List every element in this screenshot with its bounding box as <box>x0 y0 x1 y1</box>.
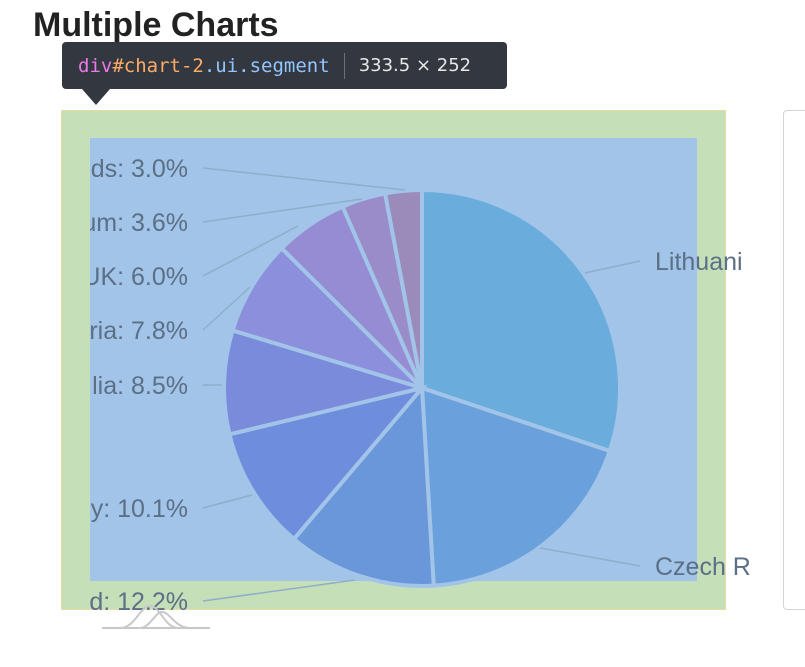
pie-slice[interactable] <box>222 327 430 437</box>
slice-label: UK: 6.0% <box>82 263 188 291</box>
label-leader-line <box>202 286 251 331</box>
label-leader-line <box>202 579 356 602</box>
label-leader-line <box>584 260 641 274</box>
pie-slice[interactable] <box>227 384 428 542</box>
pie-slice[interactable] <box>382 187 424 389</box>
slice-label: d: 12.2% <box>89 588 188 616</box>
label-leader-line <box>202 494 253 509</box>
slice-label: ds: 3.0% <box>91 155 188 183</box>
label-leader-line <box>539 547 641 567</box>
next-chart-segment <box>783 110 805 610</box>
tooltip-tag: div <box>78 54 113 77</box>
slice-label: um: 3.6% <box>82 209 188 237</box>
slice-label: ria: 7.8% <box>89 317 188 345</box>
tooltip-arrow <box>82 89 110 105</box>
label-leader-line <box>202 167 406 191</box>
pie-slice[interactable] <box>420 187 622 454</box>
page-title: Multiple Charts <box>33 6 279 44</box>
loader-wave-icon <box>102 604 210 629</box>
pie-slice[interactable] <box>291 382 436 588</box>
tooltip-size: 333.5 × 252 <box>358 55 472 76</box>
slice-label: Czech R <box>655 553 751 581</box>
tooltip-divider <box>343 52 345 79</box>
label-leader-line <box>202 198 363 223</box>
pie-slice[interactable] <box>419 385 613 588</box>
tooltip-id: #chart-2 <box>112 54 204 77</box>
tooltip-classes: .ui.segment <box>203 54 330 77</box>
label-leader-line <box>202 225 299 277</box>
slice-label: Lithuani <box>655 248 743 276</box>
slice-label: y: 10.1% <box>91 495 188 523</box>
inspector-tooltip: div #chart-2 .ui.segment 333.5 × 252 <box>62 42 507 89</box>
slice-label: lia: 8.5% <box>92 372 188 400</box>
